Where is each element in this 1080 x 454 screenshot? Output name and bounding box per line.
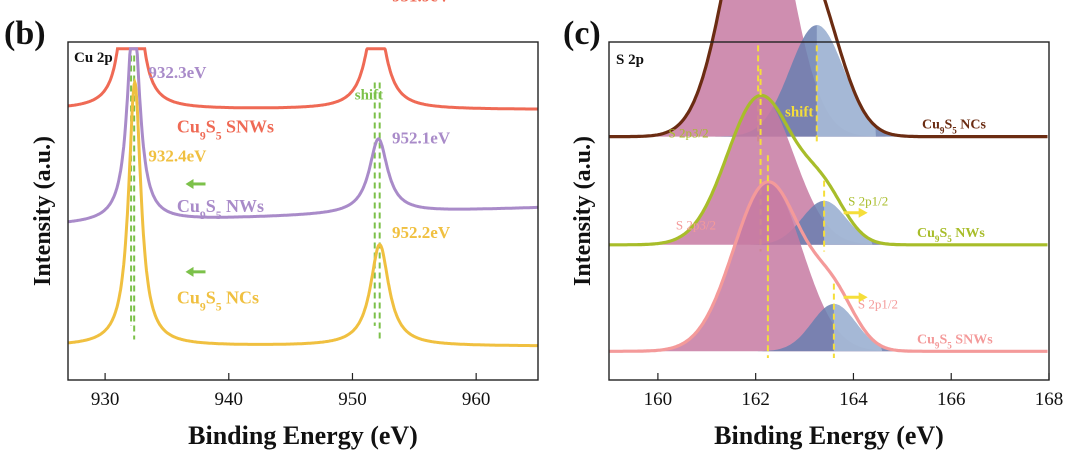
series-label-part: Cu bbox=[177, 196, 200, 216]
panel-b-axes-frame bbox=[67, 41, 539, 381]
x-tick-label: 162 bbox=[741, 389, 770, 410]
peak-label: 932.3eV bbox=[148, 63, 207, 82]
series-label-part: Cu bbox=[922, 118, 940, 133]
series-label: Cu9S5 NCs bbox=[177, 288, 259, 314]
series-label-part: SNWs bbox=[952, 332, 993, 347]
series-label-part: Cu bbox=[917, 226, 935, 241]
series-label: Cu9S5 SNWs bbox=[917, 332, 993, 350]
series-label-part: 5 bbox=[947, 234, 952, 244]
series-label-part: 5 bbox=[952, 126, 957, 136]
series-label-part: SNWs bbox=[222, 116, 275, 136]
shift-arrow-head-icon bbox=[185, 178, 194, 189]
series-label-part: 5 bbox=[216, 129, 222, 142]
x-tick-label: 950 bbox=[338, 389, 367, 410]
series-label-part: 9 bbox=[940, 126, 945, 136]
shift-label: shift bbox=[355, 87, 383, 103]
panel-b-label: (b) bbox=[4, 15, 46, 52]
x-tick-label: 940 bbox=[215, 389, 244, 410]
component-label-s2p12: S 2p1/2 bbox=[848, 193, 888, 208]
series-line bbox=[67, 47, 538, 111]
series-label-part: S bbox=[939, 226, 947, 241]
series-label-part: 9 bbox=[200, 209, 206, 222]
panel-c-x-axis-label: Binding Energy (eV) bbox=[714, 421, 944, 450]
component-label-s2p12: S 2p1/2 bbox=[858, 297, 898, 312]
component-fill-s2p32 bbox=[609, 0, 1049, 137]
series-label-part: 9 bbox=[935, 340, 940, 350]
panel-b-x-ticks: 930 940 950 960 bbox=[91, 373, 491, 410]
panel-c-y-axis-label: Intensity (a.u.) bbox=[570, 136, 596, 286]
series-label: Cu9S5 SNWs bbox=[177, 116, 274, 142]
x-tick-label: 168 bbox=[1035, 389, 1064, 410]
panel-c-x-ticks: 160 162 164 166 168 bbox=[644, 373, 1064, 410]
series-label-part: Cu bbox=[917, 332, 935, 347]
series-line bbox=[67, 77, 538, 348]
panel-b-x-axis-label: Binding Energy (eV) bbox=[188, 421, 418, 450]
peak-label: 932.4eV bbox=[148, 147, 207, 166]
peak-label: 952.1eV bbox=[392, 128, 451, 147]
panel-b-y-axis-label: Intensity (a.u.) bbox=[30, 136, 56, 286]
shift-label: shift bbox=[785, 104, 813, 120]
panel-c-axes-frame bbox=[608, 41, 1050, 381]
component-fill-s2p32 bbox=[609, 96, 1049, 245]
series-label-part: 9 bbox=[200, 300, 206, 313]
series-label-part: S bbox=[206, 288, 216, 308]
series-label-part: 5 bbox=[216, 209, 222, 222]
x-tick-label: 166 bbox=[937, 389, 966, 410]
series-label-part: 5 bbox=[216, 300, 222, 313]
panel-b: (b) shift932.1eV951.9eVCu9S5 SNWs932.3eV… bbox=[4, 0, 539, 450]
series-label-part: 5 bbox=[947, 340, 952, 350]
panel-c-label: (c) bbox=[563, 15, 601, 52]
series-label-part: NWs bbox=[222, 196, 265, 216]
shift-arrow-head-icon bbox=[858, 292, 868, 303]
x-tick-label: 960 bbox=[462, 389, 491, 410]
x-tick-label: 160 bbox=[644, 389, 673, 410]
series-label-part: S bbox=[206, 116, 216, 136]
shift-arrow-head-icon bbox=[185, 266, 194, 277]
x-tick-label: 164 bbox=[839, 389, 868, 410]
series-label-part: Cu bbox=[177, 116, 200, 136]
series-label-part: S bbox=[944, 118, 952, 133]
series-line bbox=[67, 47, 538, 224]
panel-b-inset-label: Cu 2p bbox=[74, 50, 113, 66]
series-label-part: S bbox=[939, 332, 947, 347]
series-label: Cu9S5 NCs bbox=[922, 118, 987, 136]
peak-label: 952.2eV bbox=[392, 223, 451, 242]
component-label-s2p32: S 2p3/2 bbox=[669, 126, 709, 141]
shift-arrow-head-icon bbox=[858, 207, 868, 218]
series-label-part: S bbox=[206, 196, 216, 216]
envelope-line bbox=[609, 0, 1048, 139]
component-fill-s2p32 bbox=[609, 182, 1049, 352]
series-label-part: NWs bbox=[952, 226, 986, 241]
series-label-part: NCs bbox=[222, 288, 260, 308]
component-label-s2p32: S 2p3/2 bbox=[676, 218, 716, 233]
series-label: Cu9S5 NWs bbox=[177, 196, 264, 222]
panel-b-plot-area: shift932.1eV951.9eVCu9S5 SNWs932.3eV952.… bbox=[67, 0, 538, 348]
envelope-line bbox=[609, 93, 1048, 247]
series-label-part: Cu bbox=[177, 288, 200, 308]
series-label-part: 9 bbox=[200, 129, 206, 142]
panel-c-inset-label: S 2p bbox=[616, 52, 644, 68]
peak-label: 951.9eV bbox=[392, 0, 451, 5]
series-label: Cu9S5 NWs bbox=[917, 226, 985, 244]
series-label-part: 9 bbox=[935, 234, 940, 244]
x-tick-label: 930 bbox=[91, 389, 120, 410]
envelope-line bbox=[609, 180, 1048, 353]
component-fill-s2p12 bbox=[609, 304, 1049, 352]
series-label-part: NCs bbox=[957, 118, 987, 133]
